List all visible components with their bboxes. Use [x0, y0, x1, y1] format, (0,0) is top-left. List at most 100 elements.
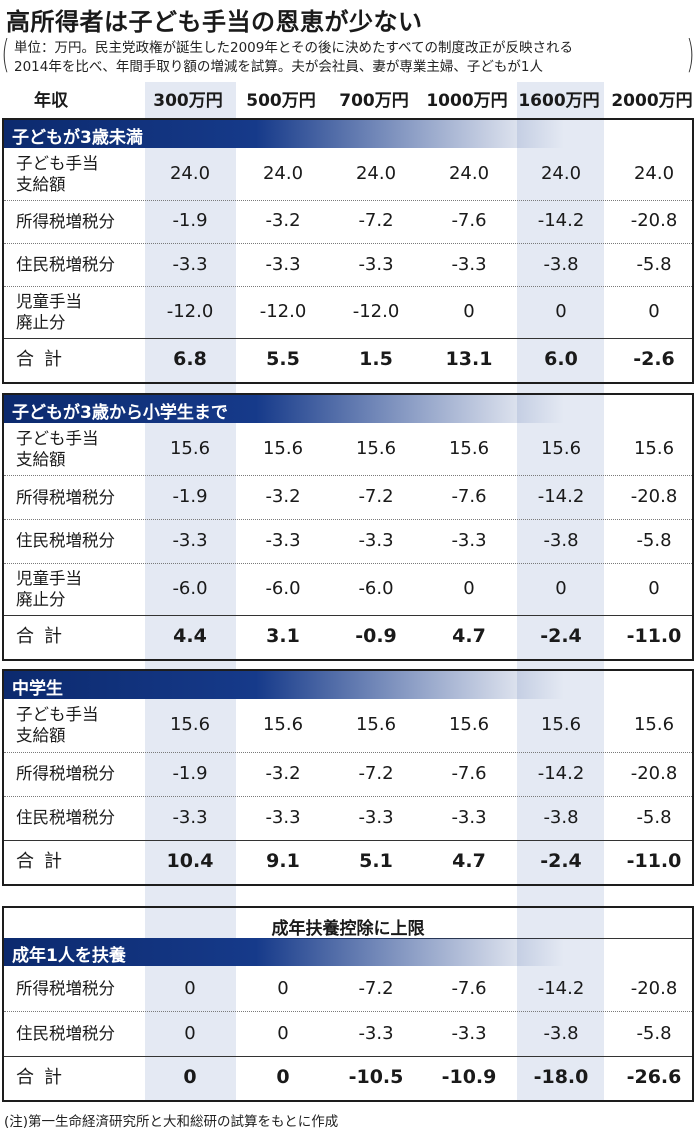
total-cell: 6.0 — [544, 348, 578, 370]
row-label: 児童手当 廃止分 — [16, 568, 82, 610]
data-cell: -3.2 — [265, 486, 301, 508]
total-cell: -0.9 — [355, 625, 397, 647]
data-cell: -3.3 — [265, 253, 301, 275]
data-cell: -3.8 — [543, 806, 579, 828]
data-cell: 24.0 — [540, 162, 582, 184]
data-cell: -3.8 — [543, 529, 579, 551]
table-section: 子どもが3歳未満 子ども手当 支給額 24.0 24.0 24.0 24.0 24.0 24.0… — [2, 118, 694, 384]
data-cell: -1.9 — [172, 210, 208, 232]
row-label-line: 支給額 — [16, 174, 66, 194]
data-cell: 0 — [184, 977, 196, 999]
data-cell: 0 — [555, 301, 567, 323]
data-cell: 15.6 — [633, 438, 675, 460]
column-header: 1000万円 — [426, 91, 508, 111]
total-divider — [4, 840, 692, 841]
data-cell: -7.2 — [358, 977, 394, 999]
column-header: 500万円 — [246, 91, 316, 111]
row-label-line: 住民税増税分 — [16, 1024, 115, 1043]
column-header: 2000万円 — [611, 91, 693, 111]
section-header-label: 中学生 — [12, 679, 63, 699]
data-cell: 15.6 — [355, 438, 397, 460]
data-cell: -1.9 — [172, 762, 208, 784]
column-shade — [145, 82, 236, 1101]
total-cell: -10.5 — [348, 1066, 404, 1088]
data-cell: 15.6 — [540, 714, 582, 736]
data-cell: -20.8 — [630, 977, 678, 999]
data-cell: 0 — [555, 577, 567, 599]
data-cell: -3.3 — [451, 529, 487, 551]
data-cell: 15.6 — [448, 714, 490, 736]
total-cell: -2.6 — [633, 348, 675, 370]
data-cell: -3.3 — [451, 806, 487, 828]
data-cell: -3.8 — [543, 1022, 579, 1044]
data-cell: -3.3 — [172, 806, 208, 828]
row-label: 住民税増税分 — [16, 254, 115, 275]
total-cell: -2.4 — [540, 625, 582, 647]
data-cell: -3.3 — [451, 253, 487, 275]
data-cell: 15.6 — [355, 714, 397, 736]
data-cell: 0 — [648, 301, 660, 323]
total-cell: 13.1 — [445, 348, 493, 370]
data-cell: 24.0 — [262, 162, 304, 184]
data-cell: -20.8 — [630, 762, 678, 784]
total-label: 合計 — [16, 1067, 72, 1088]
total-cell: 4.7 — [452, 850, 486, 872]
section-header-bar: 成年1人を扶養 — [4, 938, 564, 966]
data-cell: 24.0 — [355, 162, 397, 184]
section-header-bar: 中学生 — [4, 671, 564, 699]
row-label-line: 子ども手当 — [16, 153, 99, 173]
total-cell: 0 — [183, 1066, 197, 1088]
data-cell: -14.2 — [537, 977, 585, 999]
data-cell: 0 — [277, 1022, 289, 1044]
note-close-paren: ) — [686, 32, 695, 76]
row-label-line: 所得税増税分 — [16, 764, 115, 784]
row-divider — [4, 519, 692, 520]
total-cell: 9.1 — [266, 850, 300, 872]
data-cell: 15.6 — [169, 714, 211, 736]
column-header: 300万円 — [153, 91, 223, 111]
data-cell: -12.0 — [259, 301, 307, 323]
total-cell: -11.0 — [626, 625, 682, 647]
row-label-line: 所得税増税分 — [16, 487, 115, 507]
data-cell: 0 — [463, 577, 475, 599]
total-cell: 1.5 — [359, 348, 393, 370]
row-divider — [4, 751, 692, 753]
data-cell: -5.8 — [636, 253, 672, 275]
total-cell: -18.0 — [533, 1066, 589, 1088]
data-cell: 15.6 — [448, 438, 490, 460]
row-label-line: 廃止分 — [16, 313, 66, 333]
data-cell: 0 — [648, 577, 660, 599]
data-cell: -3.3 — [265, 806, 301, 828]
data-cell: 24.0 — [448, 162, 490, 184]
data-cell: -6.0 — [358, 577, 394, 599]
row-label-line: 住民税増税分 — [16, 808, 115, 828]
row-label: 住民税増税分 — [16, 530, 115, 551]
total-cell: -2.4 — [540, 850, 582, 872]
data-cell: -3.3 — [358, 1022, 394, 1044]
data-cell: -3.2 — [265, 762, 301, 784]
row-label: 所得税増税分 — [16, 211, 115, 232]
data-cell: -3.3 — [172, 253, 208, 275]
row-label-line: 所得税増税分 — [16, 211, 115, 231]
data-cell: -3.8 — [543, 253, 579, 275]
data-cell: 15.6 — [262, 438, 304, 460]
row-label: 所得税増税分 — [16, 763, 115, 784]
row-label-line: 児童手当 — [16, 568, 82, 588]
total-cell: -11.0 — [626, 850, 682, 872]
row-label-line: 住民税増税分 — [16, 255, 115, 275]
total-divider — [4, 1056, 692, 1057]
data-cell: -20.8 — [630, 210, 678, 232]
row-divider — [4, 1011, 692, 1012]
source-footnote: (注)第一生命経済研究所と大和総研の試算をもとに作成 — [4, 1114, 339, 1130]
data-cell: 15.6 — [169, 438, 211, 460]
total-cell: 3.1 — [266, 625, 300, 647]
total-cell: 4.4 — [173, 625, 207, 647]
row-label-line: 児童手当 — [16, 292, 82, 312]
data-cell: 0 — [277, 977, 289, 999]
section-header-bar: 子どもが3歳未満 — [4, 120, 564, 148]
total-cell: 0 — [276, 1066, 290, 1088]
row-label: 住民税増税分 — [16, 1023, 115, 1044]
data-cell: -14.2 — [537, 486, 585, 508]
row-label-line: 子ども手当 — [16, 429, 99, 449]
row-divider — [4, 199, 692, 201]
